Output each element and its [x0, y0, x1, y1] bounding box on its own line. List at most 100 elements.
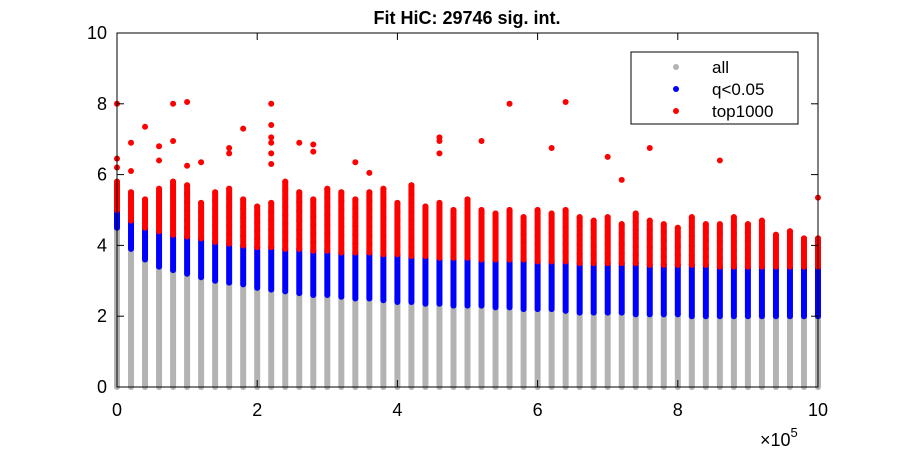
point-top1000 — [604, 223, 611, 230]
point-outlier — [268, 160, 275, 167]
point-top1000 — [352, 214, 359, 221]
point-top1000 — [422, 219, 429, 226]
point-top1000 — [296, 236, 303, 243]
point-top1000 — [688, 214, 695, 221]
point-top1000 — [156, 202, 163, 209]
point-top1000 — [744, 246, 751, 253]
point-top1000 — [464, 238, 471, 245]
point-top1000 — [758, 217, 765, 224]
point-top1000 — [282, 229, 289, 236]
point-top1000 — [520, 239, 527, 246]
point-top1000 — [212, 238, 219, 245]
point-top1000 — [772, 231, 779, 238]
point-top1000 — [464, 204, 471, 211]
point-top1000 — [492, 219, 499, 226]
point-top1000 — [618, 260, 625, 267]
point-top1000 — [170, 205, 177, 212]
point-top1000 — [730, 222, 737, 229]
point-top1000 — [772, 263, 779, 270]
point-top1000 — [758, 236, 765, 243]
point-top1000 — [282, 212, 289, 219]
point-top1000 — [324, 203, 331, 210]
point-top1000 — [534, 258, 541, 265]
y-tick-label: 6 — [97, 165, 107, 185]
point-outlier — [366, 169, 373, 176]
point-outlier — [478, 137, 485, 144]
point-top1000 — [562, 258, 569, 265]
point-top1000 — [170, 231, 177, 238]
point-top1000 — [548, 248, 555, 255]
point-top1000 — [128, 198, 135, 205]
point-top1000 — [240, 214, 247, 221]
point-top1000 — [590, 243, 597, 250]
point-top1000 — [282, 203, 289, 210]
point-top1000 — [324, 212, 331, 219]
point-top1000 — [478, 248, 485, 255]
point-top1000 — [772, 239, 779, 246]
point-top1000 — [184, 190, 191, 197]
point-outlier — [156, 157, 163, 164]
point-top1000 — [632, 243, 639, 250]
point-top1000 — [184, 224, 191, 231]
point-top1000 — [380, 232, 387, 239]
point-top1000 — [632, 235, 639, 242]
point-top1000 — [534, 241, 541, 248]
point-top1000 — [674, 261, 681, 268]
point-top1000 — [758, 254, 765, 261]
point-top1000 — [436, 218, 443, 225]
point-outlier — [310, 141, 317, 148]
point-outlier — [506, 100, 513, 107]
y-tick-label: 4 — [97, 235, 107, 255]
point-top1000 — [716, 238, 723, 245]
point-top1000 — [562, 215, 569, 222]
point-top1000 — [436, 236, 443, 243]
point-top1000 — [282, 220, 289, 227]
point-top1000 — [240, 223, 247, 230]
point-top1000 — [338, 232, 345, 239]
x-multiplier-base: ×10 — [760, 430, 791, 450]
point-top1000 — [408, 226, 415, 233]
point-top1000 — [352, 222, 359, 229]
point-top1000 — [170, 187, 177, 194]
point-top1000 — [730, 255, 737, 262]
point-top1000 — [366, 232, 373, 239]
point-top1000 — [394, 199, 401, 206]
legend-marker-top1000 — [673, 108, 679, 114]
point-outlier — [170, 137, 177, 144]
point-top1000 — [548, 229, 555, 236]
point-top1000 — [520, 256, 527, 263]
point-top1000 — [688, 233, 695, 240]
point-top1000 — [380, 251, 387, 258]
point-top1000 — [772, 255, 779, 262]
point-top1000 — [436, 227, 443, 234]
x-multiplier: ×105 — [760, 425, 798, 450]
point-top1000 — [618, 230, 625, 237]
point-top1000 — [464, 213, 471, 220]
x-tick-label: 2 — [252, 400, 262, 420]
point-outlier — [618, 176, 625, 183]
point-top1000 — [156, 194, 163, 201]
point-top1000 — [408, 191, 415, 198]
point-top1000 — [506, 231, 513, 238]
point-top1000 — [730, 238, 737, 245]
point-top1000 — [716, 229, 723, 236]
legend-marker-q — [673, 86, 679, 92]
point-top1000 — [492, 247, 499, 254]
point-top1000 — [254, 227, 261, 234]
point-top1000 — [142, 215, 149, 222]
point-top1000 — [212, 214, 219, 221]
legend: all q<0.05 top1000 — [630, 51, 799, 125]
point-top1000 — [730, 214, 737, 221]
point-top1000 — [212, 197, 219, 204]
point-top1000 — [254, 244, 261, 251]
point-outlier — [226, 145, 233, 152]
point-top1000 — [366, 189, 373, 196]
point-top1000 — [156, 228, 163, 235]
point-top1000 — [730, 230, 737, 237]
point-top1000 — [436, 245, 443, 252]
point-top1000 — [296, 227, 303, 234]
point-top1000 — [506, 256, 513, 263]
point-top1000 — [492, 228, 499, 235]
plot-frame — [116, 32, 819, 388]
